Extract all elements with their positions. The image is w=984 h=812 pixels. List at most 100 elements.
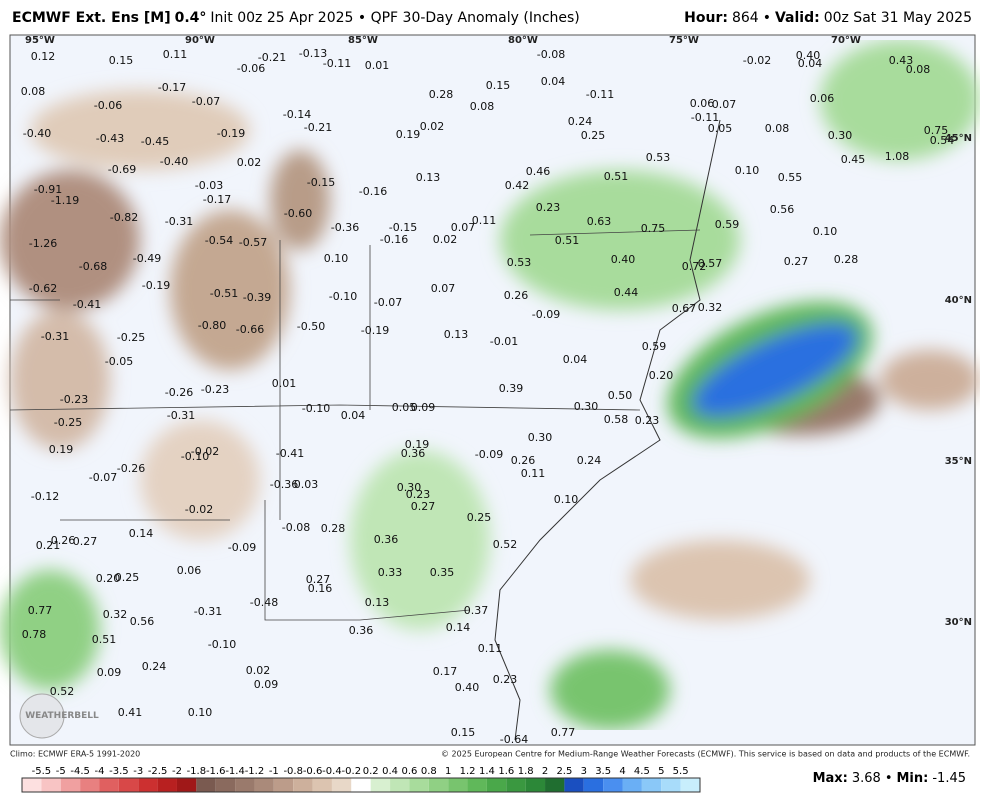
point-label: -0.01 [490,335,518,348]
point-label: 0.28 [834,253,859,266]
colorbar-tick: 4 [619,766,625,777]
shade [550,650,670,730]
colorbar-frame [21,777,701,793]
point-label: 0.25 [115,571,140,584]
point-label: 0.05 [392,401,417,414]
point-label: -0.64 [500,733,528,746]
point-label: 0.30 [528,431,553,444]
shade [630,540,810,620]
colorbar-swatch [138,778,158,792]
point-label: 0.11 [163,48,188,61]
colorbar-swatch [409,778,429,792]
point-label: 0.77 [551,726,576,739]
point-label: 0.04 [341,409,366,422]
point-label: -0.09 [532,308,560,321]
init: Init 00z 25 Apr 2025 • QPF 30-Day Anomal… [210,10,579,26]
point-label: -0.41 [73,298,101,311]
colorbar-swatch [506,778,526,792]
colorbar-tick: -2 [172,766,182,777]
point-label: -0.25 [54,416,82,429]
point-label: 0.15 [451,726,476,739]
colorbar-swatch [254,778,274,792]
point-label: 0.19 [396,128,421,141]
point-labels: 0.12 0.15 0.11-0.06-0.21 -0.13-0.11 0.01-0.0… [21,47,955,746]
point-label: -0.12 [31,490,59,503]
lon-label: 85°W [348,35,378,46]
point-label: 0.09 [254,678,279,691]
point-label: 0.75 [924,124,949,137]
point-label: -0.91 [34,183,62,196]
shade [30,90,250,170]
point-label: -0.36 [270,478,298,491]
point-label: -0.14 [283,108,311,121]
point-label: -0.10 [181,450,209,463]
point-label: -0.68 [79,260,107,273]
point-label: 0.04 [798,57,823,70]
colorbar-swatch [583,778,604,792]
point-label: 0.10 [554,493,579,506]
colorbar-tick: -4.5 [70,766,90,777]
colorbar-swatch [22,778,42,792]
point-label: -0.82 [110,211,138,224]
colorbar-tick: -2.5 [148,766,168,777]
shade [140,420,260,540]
valid: 00z Sat 31 May 2025 [824,10,972,26]
point-label: 0.32 [698,301,723,314]
point-label: 0.27 [784,255,809,268]
point-label: 0.24 [142,660,167,673]
colorbar-tick: 0.2 [363,766,379,777]
point-label: -0.25 [117,331,145,344]
point-label: 0.51 [604,170,629,183]
colorbar-swatch [486,778,507,792]
colorbar-tick: -3.5 [109,766,129,777]
point-label: -0.69 [108,163,136,176]
point-label: 0.03 [294,478,319,491]
colorbar-tick: 1.8 [518,766,534,777]
lat-label: 40°N [945,295,972,306]
colorbar-tick: -5.5 [32,766,52,777]
point-label: 0.21 [36,539,61,552]
point-label: -0.36 [331,221,359,234]
colorbar-tick: 1.2 [460,766,476,777]
valid-info: Hour: 864 • Valid: 00z Sat 31 May 2025 [684,10,972,26]
point-label: 0.02 [237,156,262,169]
colorbar-tick: -4 [94,766,104,777]
point-label: 0.16 [308,582,333,595]
colorbar-swatch [312,778,332,792]
point-label: 0.12 [31,50,56,63]
point-label: 0.51 [92,633,117,646]
point-label: -0.11 [586,88,614,101]
point-label: -0.40 [23,127,51,140]
point-label: -0.57 [239,236,267,249]
point-label: -0.31 [167,409,195,422]
colorbar-swatch [370,778,391,792]
colorbar-tick: -0.2 [342,766,362,777]
colorbar-swatch [545,778,565,792]
point-label: 0.43 [889,54,914,67]
point-label: -0.10 [302,402,330,415]
lon-label: 90°W [185,35,215,46]
point-label: -0.09 [228,541,256,554]
valid-label: Valid: [775,10,820,26]
colorbar-tick: 2.5 [556,766,572,777]
point-label: -0.07 [192,95,220,108]
point-label: 0.13 [444,328,469,341]
colorbar-tick: -5 [56,766,66,777]
colorbar-swatch [41,778,61,792]
point-label: 0.40 [611,253,636,266]
point-label: -0.23 [201,383,229,396]
state-borders [9,229,701,621]
lat-label: 45°N [945,133,972,144]
min-label: Min: [897,771,929,786]
point-label: 0.10 [813,225,838,238]
point-label: 0.23 [635,414,660,427]
point-label: 0.32 [103,608,128,621]
point-label: 0.08 [470,100,495,113]
colorbar-swatch [661,778,681,792]
colorbar-swatch [428,778,449,792]
point-label: 0.44 [614,286,639,299]
point-label: 0.14 [446,621,471,634]
point-label: 0.30 [574,400,599,413]
point-label: 0.59 [642,340,667,353]
